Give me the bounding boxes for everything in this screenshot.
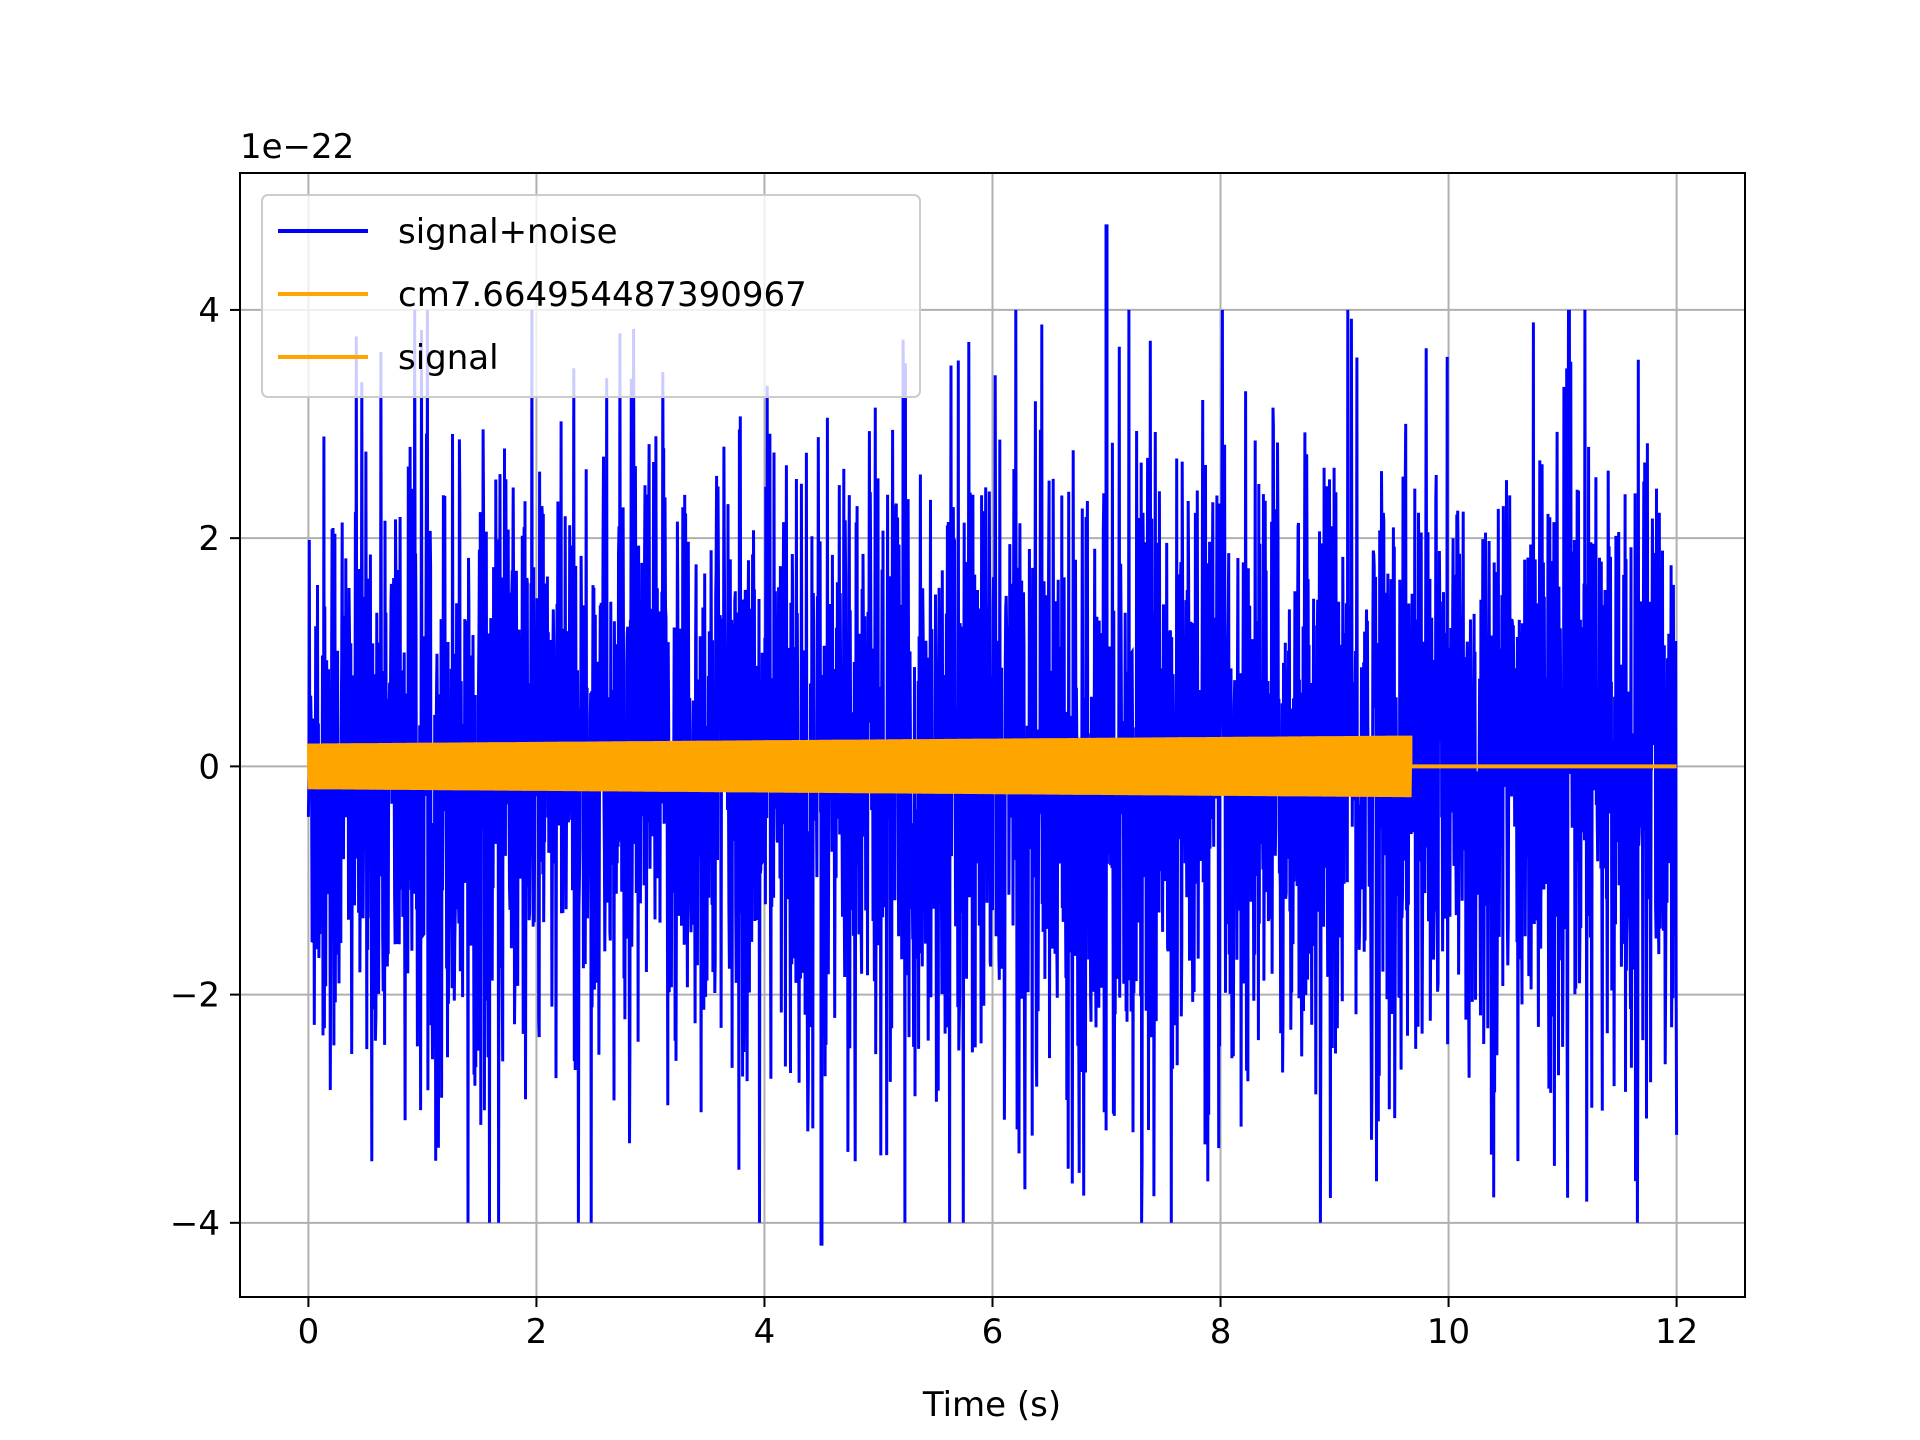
x-axis-ticks: 0 2 4 6 8 10 12 bbox=[298, 1297, 1698, 1352]
y-tick-label: 4 bbox=[198, 291, 220, 331]
legend-label-cm: cm7.664954487390967 bbox=[398, 275, 807, 315]
series-signal bbox=[306, 735, 1677, 798]
legend-box bbox=[261, 194, 921, 398]
legend: signal+noise cm7.664954487390967 signal bbox=[261, 194, 921, 398]
y-axis-ticks: −4 −2 0 2 4 bbox=[170, 291, 240, 1244]
y-tick-label: 2 bbox=[198, 519, 220, 559]
y-tick-label: −2 bbox=[170, 976, 220, 1016]
x-tick-label: 12 bbox=[1655, 1312, 1698, 1352]
x-tick-label: 8 bbox=[1210, 1312, 1232, 1352]
x-tick-label: 2 bbox=[526, 1312, 548, 1352]
series-signal-noise bbox=[306, 224, 1679, 1246]
signal-line bbox=[306, 735, 1677, 798]
y-tick-label: 0 bbox=[198, 747, 220, 787]
signal-noise-line bbox=[306, 309, 1679, 1223]
x-tick-label: 10 bbox=[1427, 1312, 1470, 1352]
legend-label-signal: signal bbox=[398, 338, 499, 378]
x-tick-label: 4 bbox=[754, 1312, 776, 1352]
legend-label-signal-noise: signal+noise bbox=[398, 212, 618, 252]
x-axis-label: Time (s) bbox=[922, 1385, 1061, 1425]
y-tick-label: −4 bbox=[170, 1204, 220, 1244]
y-offset-label: 1e−22 bbox=[240, 127, 354, 167]
x-tick-label: 6 bbox=[982, 1312, 1004, 1352]
x-tick-label: 0 bbox=[298, 1312, 320, 1352]
